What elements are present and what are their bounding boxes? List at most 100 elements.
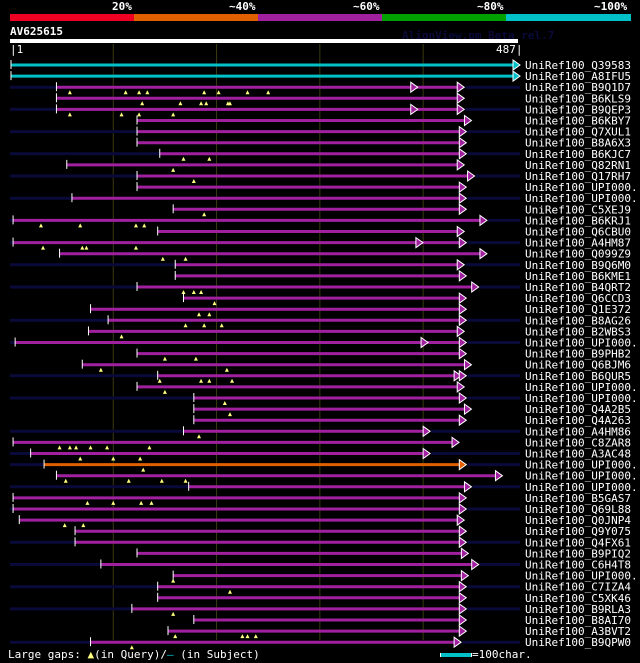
hit-name[interactable]: UniRef100_Q099Z9 — [525, 248, 631, 261]
gap-legend: Large gaps: ▲(in Query)/– (in Subject) — [8, 648, 260, 661]
hit-name[interactable]: UniRef100_A3BVT2 — [525, 625, 631, 638]
pct-label-80: ~80% — [477, 0, 504, 13]
hit-name[interactable]: UniRef100_Q82RN1 — [525, 159, 631, 172]
hit-name[interactable]: UniRef100_Q0JNP4 — [525, 514, 631, 527]
query-end: 487 — [496, 43, 516, 56]
query-gap-marker — [202, 212, 207, 217]
hit-name[interactable]: UniRef100_UPI000.. — [525, 392, 640, 405]
hit-name[interactable]: UniRef100_UPI000.. — [525, 337, 640, 350]
hit-name[interactable]: UniRef100_A4HM87 — [525, 237, 631, 250]
hit-name[interactable]: UniRef100_UPI000.. — [525, 181, 640, 194]
subject-gap-text: (in Subject) — [173, 648, 260, 661]
hit-name[interactable]: UniRef100_B9PIQ2 — [525, 547, 631, 560]
hit-name[interactable]: UniRef100_A3AC48 — [525, 448, 631, 461]
hit-name[interactable]: UniRef100_B8A6X3 — [525, 137, 631, 150]
query-gap-marker — [142, 223, 147, 228]
hit-name[interactable]: UniRef100_B9QEP3 — [525, 103, 631, 116]
hit-name[interactable]: UniRef100_UPI000.. — [525, 459, 640, 472]
hit-name[interactable]: UniRef100_B2WBS3 — [525, 325, 631, 338]
query-gap-marker — [80, 245, 85, 250]
hit-name[interactable]: UniRef100_C5XK46 — [525, 592, 631, 605]
query-gap-marker — [207, 312, 212, 317]
hit-name[interactable]: UniRef100_Q9Y075 — [525, 525, 631, 538]
query-gap-marker — [119, 334, 124, 339]
hit-end-arrow — [456, 103, 466, 116]
query-gap-marker — [67, 90, 72, 95]
hit-name[interactable]: UniRef100_UPI000.. — [525, 192, 640, 205]
hit-name[interactable]: UniRef100_B6KJC7 — [525, 148, 631, 161]
query-gap-marker — [219, 323, 224, 328]
hit-name[interactable]: UniRef100_UPI000.. — [525, 381, 640, 394]
hit-name[interactable]: UniRef100_Q1E372 — [525, 303, 631, 316]
query-gap-marker — [111, 500, 116, 505]
hit-name[interactable]: UniRef100_B6KLS9 — [525, 92, 631, 105]
hit-name[interactable]: UniRef100_B9QPW0 — [525, 636, 631, 649]
query-gap-marker — [204, 101, 209, 106]
hit-name[interactable]: UniRef100_C5XEJ9 — [525, 203, 631, 216]
hit-end-arrow — [458, 458, 468, 471]
query-gap-marker — [62, 523, 67, 528]
query-gap-marker — [81, 523, 86, 528]
pct-label-100: ~100% — [594, 0, 628, 13]
hit-name[interactable]: UniRef100_Q69L88 — [525, 503, 631, 516]
hit-name[interactable]: UniRef100_UPI000.. — [525, 570, 640, 583]
query-gap-marker — [139, 500, 144, 505]
legend-prefix: Large gaps: — [8, 648, 81, 661]
query-gap-marker — [207, 378, 212, 383]
hit-name[interactable]: UniRef100_Q4A2B5 — [525, 403, 631, 416]
hit-name[interactable]: UniRef100_B6KBY7 — [525, 115, 631, 128]
query-gap-marker — [129, 645, 134, 650]
hit-name[interactable]: UniRef100_Q6BJM6 — [525, 359, 631, 372]
hit-name[interactable]: UniRef100_Q17RH7 — [525, 170, 631, 183]
hit-name[interactable]: UniRef100_A8IFU5 — [525, 70, 631, 83]
hit-name[interactable]: UniRef100_B8AI70 — [525, 614, 631, 627]
hit-name[interactable]: UniRef100_C8ZAR8 — [525, 436, 631, 449]
hit-name[interactable]: UniRef100_Q7XUL1 — [525, 126, 631, 139]
pct-label-20: 20% — [112, 0, 132, 13]
hit-end-arrow — [456, 514, 466, 527]
query-gap-marker — [149, 500, 154, 505]
query-gap-marker — [227, 412, 232, 417]
hit-name[interactable]: UniRef100_UPI000.. — [525, 481, 640, 494]
query-gap-marker — [199, 101, 204, 106]
hit-name[interactable]: UniRef100_B4QRT2 — [525, 281, 631, 294]
scale-legend: =100char. — [440, 648, 532, 661]
hit-end-arrow — [422, 425, 431, 438]
query-gap-marker — [171, 167, 176, 172]
hit-end-arrow — [458, 503, 468, 515]
query-gap-marker — [212, 301, 217, 306]
hit-end-arrow — [456, 258, 466, 271]
hit-name[interactable]: UniRef100_B9Q1D7 — [525, 81, 631, 94]
query-gap-marker — [171, 112, 176, 117]
hit-name[interactable]: UniRef100_Q6CBU0 — [525, 226, 631, 239]
hit-name[interactable]: UniRef100_B6KRJ1 — [525, 214, 631, 227]
hit-end-arrow — [458, 580, 468, 593]
hit-name[interactable]: UniRef100_B6QUR5 — [525, 370, 631, 383]
hit-end-arrow — [456, 325, 466, 338]
hit-end-arrow — [410, 81, 419, 94]
hit-name[interactable]: UniRef100_A4HM86 — [525, 425, 631, 438]
query-gap-marker — [38, 223, 43, 228]
hit-end-arrow — [415, 236, 424, 249]
hit-name[interactable]: UniRef100_Q4FX61 — [525, 536, 631, 549]
query-gap-marker — [181, 290, 186, 294]
hit-end-arrow — [512, 59, 521, 71]
hit-name[interactable]: UniRef100_Q39583 — [525, 59, 631, 72]
hit-name[interactable]: UniRef100_B9PHB2 — [525, 348, 631, 361]
hit-name[interactable]: UniRef100_B9RLA3 — [525, 603, 631, 616]
hit-end-arrow — [512, 70, 521, 83]
hit-name[interactable]: UniRef100_B9Q6M0 — [525, 259, 631, 272]
scale-bar-icon — [440, 653, 472, 657]
hit-name[interactable]: UniRef100_B5GAS7 — [525, 492, 631, 505]
hit-name[interactable]: UniRef100_C7IZA4 — [525, 581, 631, 594]
hit-name[interactable]: UniRef100_Q4A263 — [525, 414, 631, 427]
hit-name[interactable]: UniRef100_UPI000.. — [525, 470, 640, 483]
hit-name[interactable]: UniRef100_C6H4T8 — [525, 559, 631, 572]
hit-end-arrow — [458, 269, 468, 282]
hit-name[interactable]: UniRef100_B6KME1 — [525, 270, 631, 283]
hit-name[interactable]: UniRef100_Q6CCD3 — [525, 292, 631, 305]
query-gap-marker — [178, 101, 183, 106]
hit-end-arrow — [458, 292, 468, 305]
query-gap-marker — [196, 312, 201, 317]
hit-name[interactable]: UniRef100_B8AG26 — [525, 314, 631, 327]
